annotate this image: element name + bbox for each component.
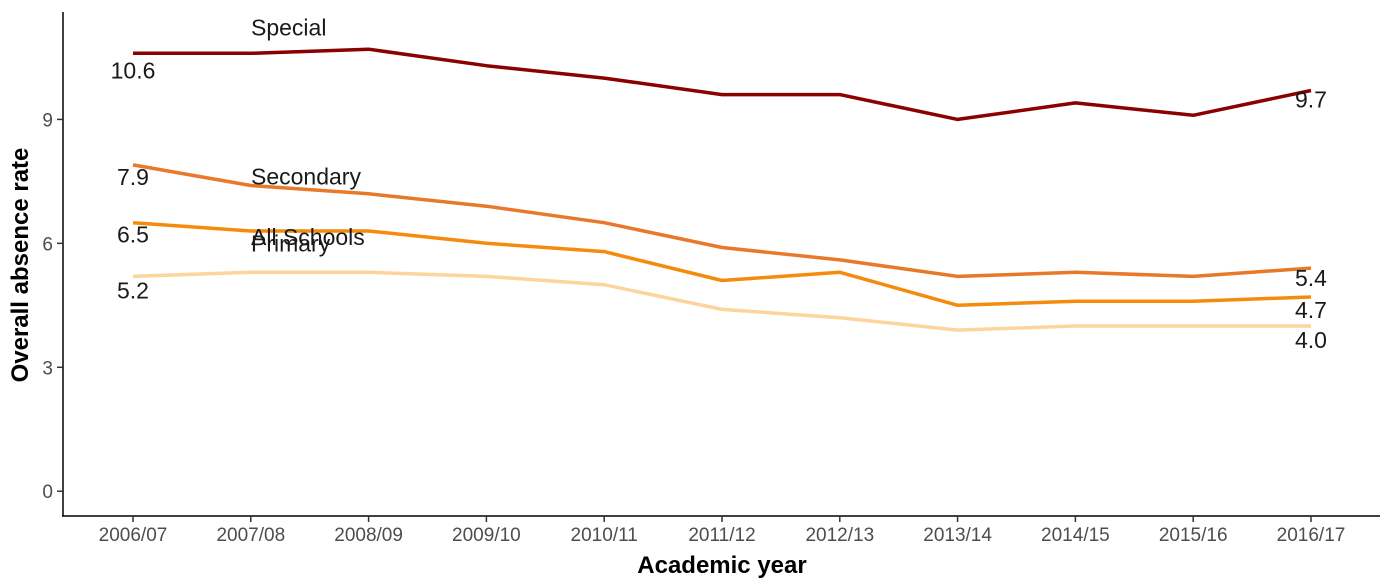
end-value-label-secondary: 5.4: [1295, 265, 1327, 291]
end-value-label-primary: 4.0: [1295, 327, 1327, 353]
plot-area: 0 3 6 9 2006/07 2007/08 2008/09 2009/10 2010/11…: [42, 12, 1380, 546]
y-axis-ticks: 0 3 6 9: [42, 110, 63, 503]
y-axis-title: Overall absence rate: [7, 148, 34, 383]
end-value-label-special: 9.7: [1295, 86, 1327, 112]
x-axis-title: Academic year: [637, 552, 806, 579]
series-line-all-schools: [132, 220, 1312, 308]
series-lines: [132, 47, 1312, 332]
start-value-label-secondary: 7.9: [117, 164, 149, 190]
end-value-label-all-schools: 4.7: [1295, 297, 1327, 323]
x-tick-label-2013-14: 2013/14: [923, 525, 992, 546]
series-line-secondary: [132, 163, 1312, 279]
x-tick-label-2007-08: 2007/08: [216, 525, 285, 546]
x-tick-label-2008-09: 2008/09: [334, 525, 403, 546]
x-tick-label-2016-17: 2016/17: [1277, 525, 1346, 546]
series-name-label-all-schools: All Schools: [251, 224, 365, 250]
x-tick-label-2009-10: 2009/10: [452, 525, 521, 546]
series-name-label-secondary: Secondary: [251, 164, 361, 190]
x-tick-label-2012-13: 2012/13: [805, 525, 874, 546]
x-tick-label-2011-12: 2011/12: [688, 525, 755, 546]
x-tick-label-2006-07: 2006/07: [99, 525, 168, 546]
x-axis-ticks: 2006/07 2007/08 2008/09 2009/10 2010/11 2011/…: [99, 516, 1346, 546]
start-value-label-special: 10.6: [111, 57, 156, 83]
series-labels: 10.6 9.7 Special 7.9 5.4 Secondary 6.5 4.7 All S…: [111, 14, 1328, 353]
y-tick-label-3: 3: [42, 358, 53, 379]
x-tick-label-2015-16: 2015/16: [1159, 525, 1228, 546]
series-line-special: [133, 47, 1312, 122]
x-tick-label-2010-11: 2010/11: [571, 525, 638, 546]
series-name-label-special: Special: [251, 14, 326, 40]
y-tick-label-9: 9: [42, 110, 53, 131]
x-tick-label-2014-15: 2014/15: [1041, 525, 1110, 546]
series-name-label-primary: Primary: [251, 230, 331, 256]
start-value-label-all-schools: 6.5: [117, 222, 149, 248]
y-tick-label-6: 6: [42, 234, 53, 255]
y-tick-label-0: 0: [42, 482, 53, 503]
series-line-primary: [132, 270, 1311, 332]
start-value-label-primary: 5.2: [117, 277, 149, 303]
